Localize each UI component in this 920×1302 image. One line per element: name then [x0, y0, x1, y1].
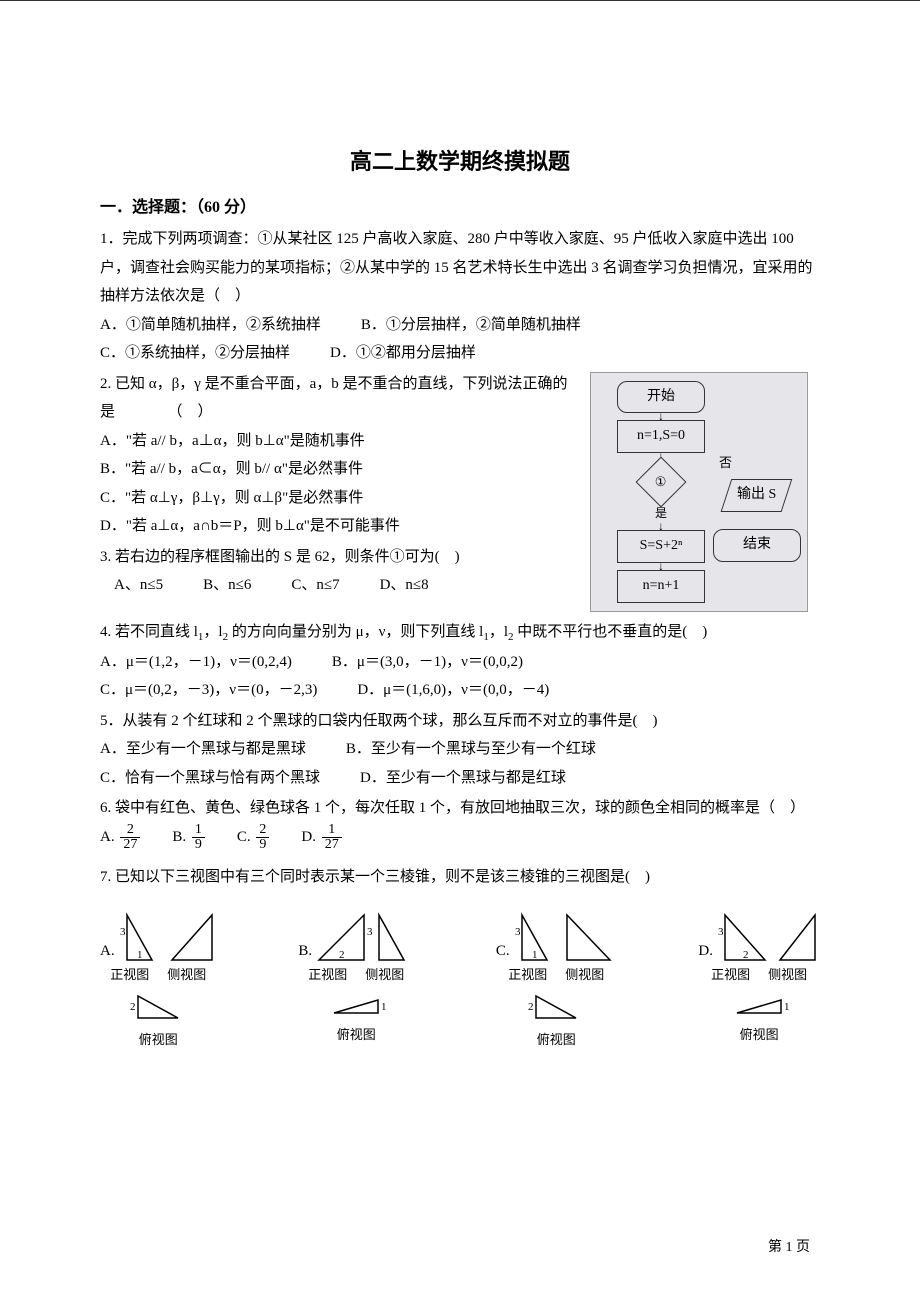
q5-opt-b: B．至少有一个黑球与至少有一个红球 — [346, 735, 596, 764]
q5-opt-a: A．至少有一个黑球与都是黑球 — [100, 735, 306, 764]
top-view-icon: 2 — [128, 988, 188, 1028]
q7-views: A. 3 1 正视图侧视图 2 俯视图 — [100, 905, 820, 1052]
side-view-icon — [775, 905, 820, 965]
svg-text:3: 3 — [515, 926, 521, 938]
page-number: 第 1 页 — [768, 1235, 810, 1262]
flowchart: 开始 ↓ n=1,S=0 ↓ ① 是 ↓ S=S+2ⁿ ↓ n=n+1 否 输出… — [590, 372, 808, 612]
q3-opt-a: A、n≤5 — [114, 571, 163, 600]
q7-view-b: B. 3 2 正视图侧视图 1 俯视图 — [298, 905, 414, 1052]
side-view-icon — [562, 905, 617, 965]
front-view-icon: 3 1 — [512, 905, 562, 965]
q4-opt-a: A．μ＝(1,2，－1)，ν＝(0,2,4) — [100, 648, 292, 677]
flow-step2: n=n+1 — [617, 570, 705, 603]
q7-view-d: D. 3 2 正视图侧视图 1 俯视图 — [698, 905, 820, 1052]
svg-text:1: 1 — [532, 949, 538, 961]
arrow-down-icon: ↓ — [658, 523, 664, 530]
q3-opt-b: B、n≤6 — [203, 571, 251, 600]
q7-stem: 7. 已知以下三视图中有三个同时表示某一个三棱锥，则不是该三棱锥的三视图是( ) — [100, 863, 820, 892]
svg-text:2: 2 — [528, 1001, 534, 1013]
svg-text:2: 2 — [339, 949, 345, 961]
q6-opt-d: D. 127 — [301, 829, 343, 845]
svg-text:3: 3 — [718, 926, 724, 938]
q5-opt-d: D．至少有一个黑球与都是红球 — [360, 764, 566, 793]
question-1: 1．完成下列两项调查：①从某社区 125 户高收入家庭、280 户中等收入家庭、… — [100, 225, 820, 368]
flow-decision: ① — [636, 457, 687, 508]
q4-opt-d: D．μ＝(1,6,0)，ν＝(0,0，－4) — [357, 676, 549, 705]
section-1-heading: 一．选择题：（60 分） — [100, 193, 820, 223]
q1-opt-a: A．①简单随机抽样，②系统抽样 — [100, 311, 321, 340]
svg-text:2: 2 — [743, 949, 749, 961]
front-view-icon: 3 2 — [314, 905, 374, 965]
front-view-icon: 3 1 — [117, 905, 167, 965]
svg-text:1: 1 — [137, 949, 143, 961]
q4-opt-b: B．μ＝(3,0，－1)，ν＝(0,0,2) — [332, 648, 523, 677]
side-view-icon — [167, 905, 217, 965]
arrow-down-icon: ↓ — [658, 563, 664, 570]
q6-opt-a: A. 227 — [100, 829, 146, 845]
svg-text:2: 2 — [130, 1001, 136, 1013]
flow-end: 结束 — [713, 529, 801, 562]
q1-opt-b: B．①分层抽样，②简单随机抽样 — [361, 311, 581, 340]
svg-text:3: 3 — [367, 926, 373, 938]
q1-opt-d: D．①②都用分层抽样 — [330, 339, 476, 368]
q6-opt-b: B. 19 — [172, 829, 210, 845]
svg-text:1: 1 — [784, 1001, 789, 1013]
q5-stem: 5．从装有 2 个红球和 2 个黑球的口袋内任取两个球，那么互斥而不对立的事件是… — [100, 707, 820, 736]
svg-text:1: 1 — [381, 1001, 386, 1013]
top-view-icon: 2 — [526, 988, 586, 1028]
q6-opt-c: C. 29 — [237, 829, 275, 845]
question-5: 5．从装有 2 个红球和 2 个黑球的口袋内任取两个球，那么互斥而不对立的事件是… — [100, 707, 820, 793]
q1-stem: 1．完成下列两项调查：①从某社区 125 户高收入家庭、280 户中等收入家庭、… — [100, 225, 820, 311]
q5-opt-c: C．恰有一个黑球与恰有两个黑球 — [100, 764, 320, 793]
q7-view-a: A. 3 1 正视图侧视图 2 俯视图 — [100, 905, 217, 1052]
q4-opt-c: C．μ＝(0,2，－3)，ν＝(0，－2,3) — [100, 676, 317, 705]
q7-view-c: C. 3 1 正视图侧视图 2 俯视图 — [496, 905, 617, 1052]
q6-stem: 6. 袋中有红色、黄色、绿色球各 1 个，每次任取 1 个，有放回地抽取三次，球… — [100, 800, 805, 816]
question-4: 4. 若不同直线 l1，l2 的方向向量分别为 μ，ν，则下列直线 l1，l2 … — [100, 618, 820, 705]
flowchart-figure: 开始 ↓ n=1,S=0 ↓ ① 是 ↓ S=S+2ⁿ ↓ n=n+1 否 输出… — [590, 372, 820, 612]
side-view-icon — [374, 905, 414, 965]
flow-step1: S=S+2ⁿ — [617, 530, 705, 563]
front-view-icon: 3 2 — [715, 905, 775, 965]
top-view-icon: 1 — [729, 988, 789, 1023]
top-view-icon: 1 — [326, 988, 386, 1023]
question-6: 6. 袋中有红色、黄色、绿色球各 1 个，每次任取 1 个，有放回地抽取三次，球… — [100, 794, 820, 853]
q3-opt-d: D、n≤8 — [380, 571, 429, 600]
q1-opt-c: C．①系统抽样，②分层抽样 — [100, 339, 290, 368]
flow-output: 输出 S — [721, 479, 793, 512]
q3-opt-c: C、n≤7 — [291, 571, 339, 600]
q4-stem: 4. 若不同直线 l1，l2 的方向向量分别为 μ，ν，则下列直线 l1，l2 … — [100, 624, 707, 640]
svg-text:3: 3 — [120, 926, 126, 938]
doc-title: 高二上数学期终摸拟题 — [100, 141, 820, 183]
question-7: 7. 已知以下三视图中有三个同时表示某一个三棱锥，则不是该三棱锥的三视图是( )… — [100, 863, 820, 1053]
arrow-down-icon: ↓ — [658, 413, 664, 420]
